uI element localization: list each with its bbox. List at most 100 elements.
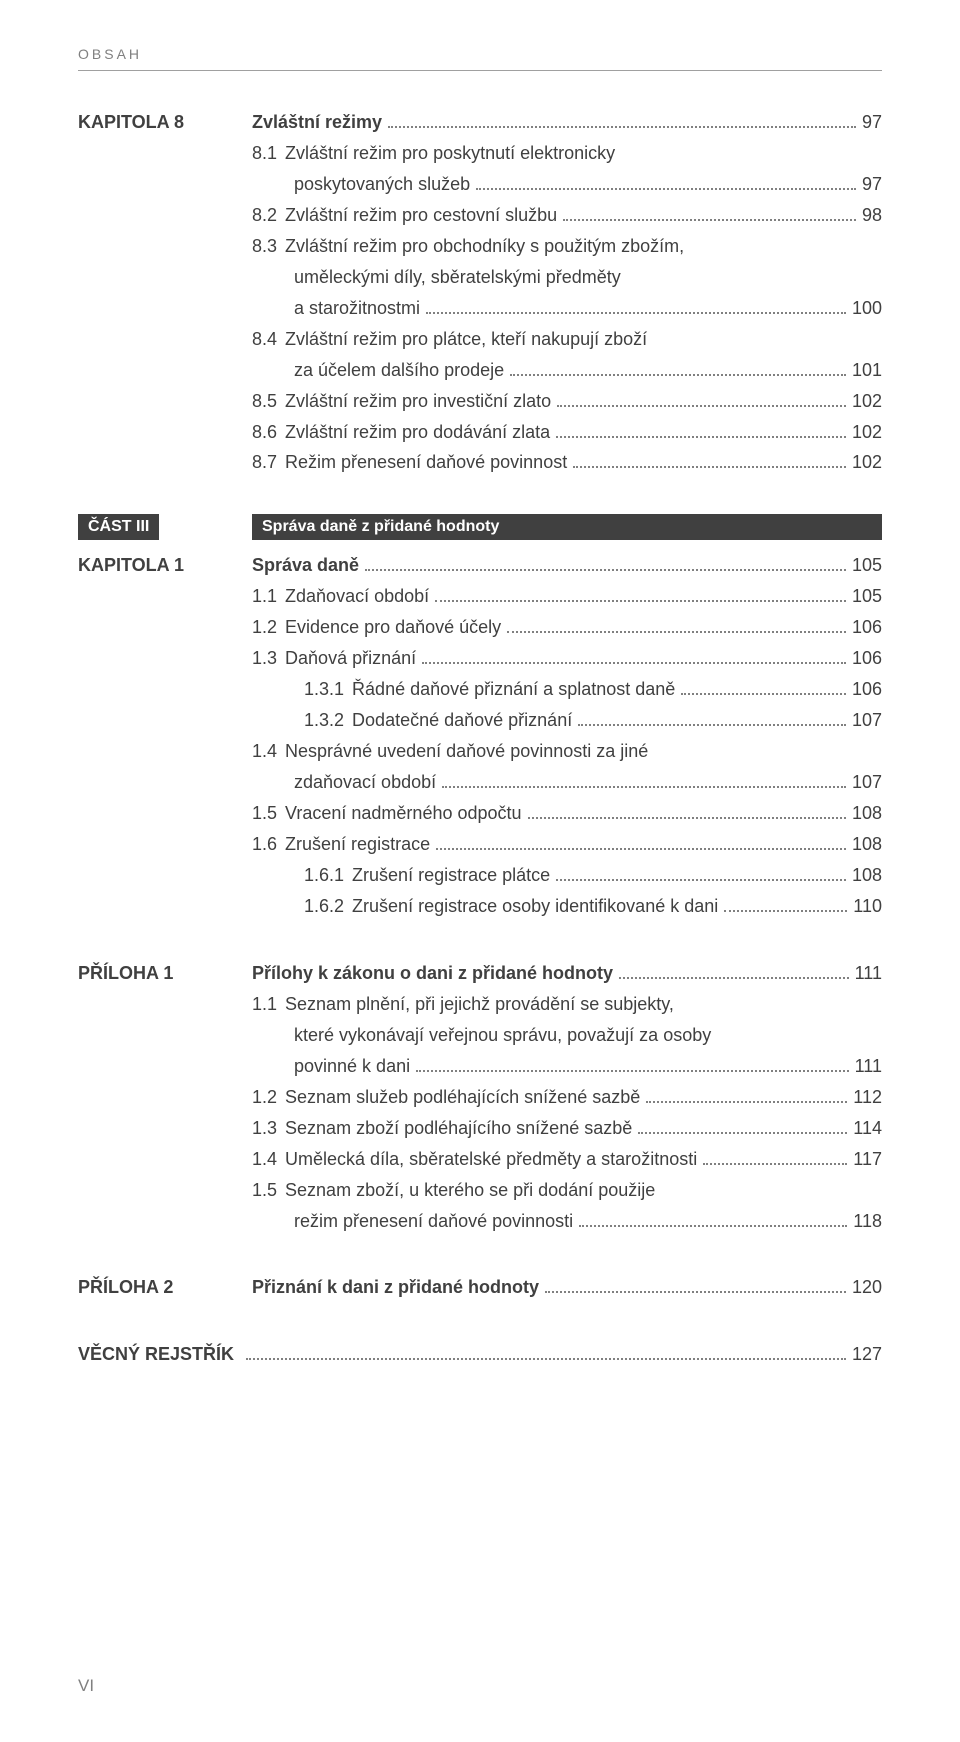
toc-text: Zrušení registrace	[285, 829, 430, 860]
toc-num: 1.5	[252, 798, 285, 829]
toc-content-col: které vykonávají veřejnou správu, považu…	[252, 1020, 882, 1051]
toc-content-col: 1.5Vracení nadměrného odpočtu108	[252, 798, 882, 829]
toc-label-col: KAPITOLA 1	[78, 550, 252, 581]
toc-entry: 1.6.2Zrušení registrace osoby identifiko…	[252, 891, 882, 922]
page-number-footer: VI	[78, 1676, 94, 1696]
leader-dots	[510, 361, 846, 375]
toc-entry: 8.2Zvláštní režim pro cestovní službu98	[252, 200, 882, 231]
toc-text: Zvláštní režim pro cestovní službu	[285, 200, 557, 231]
toc-entry: 1.2Seznam služeb podléhajících snížené s…	[252, 1082, 882, 1113]
toc-row: 1.4Umělecká díla, sběratelské předměty a…	[78, 1144, 882, 1175]
toc-row: zdaňovací období107	[78, 767, 882, 798]
toc-text: Zvláštní režim pro investiční zlato	[285, 386, 551, 417]
toc-content-col: zdaňovací období107	[252, 767, 882, 798]
toc-label-col: PŘÍLOHA 1	[78, 958, 252, 989]
toc-text: Zdaňovací období	[285, 581, 429, 612]
toc-entry: zdaňovací období107	[252, 767, 882, 798]
toc-row: 1.6Zrušení registrace 108	[78, 829, 882, 860]
toc-text: Zvláštní režim pro plátce, kteří nakupuj…	[285, 324, 647, 355]
toc-content-col: 8.5Zvláštní režim pro investiční zlato10…	[252, 386, 882, 417]
toc-entry: povinné k dani111	[252, 1051, 882, 1082]
toc-row: 8.6Zvláštní režim pro dodávání zlata102	[78, 417, 882, 448]
toc-page: 112	[853, 1082, 882, 1113]
toc-row: 1.2Evidence pro daňové účely106	[78, 612, 882, 643]
toc-num: 1.6	[252, 829, 285, 860]
toc-content-col: 1.1Zdaňovací období105	[252, 581, 882, 612]
toc-row: a starožitnostmi100	[78, 293, 882, 324]
toc-text: Zvláštní režimy	[252, 107, 382, 138]
toc-text: Zvláštní režim pro poskytnutí elektronic…	[285, 138, 615, 169]
toc-num: 8.4	[252, 324, 285, 355]
toc-page: 106	[852, 612, 882, 643]
toc-text: Zvláštní režim pro obchodníky s použitým…	[285, 231, 684, 262]
toc-page: 114	[853, 1113, 882, 1144]
toc-text: Správa daně	[252, 550, 359, 581]
toc-entry: 8.5Zvláštní režim pro investiční zlato10…	[252, 386, 882, 417]
toc-num: 1.3	[252, 1113, 285, 1144]
toc-page: 102	[852, 386, 882, 417]
toc-row: 1.1Seznam plnění, při jejichž provádění …	[78, 989, 882, 1020]
toc-row: PŘÍLOHA 2Přiznání k dani z přidané hodno…	[78, 1272, 882, 1303]
toc-content-col: za účelem dalšího prodeje101	[252, 355, 882, 386]
toc-content-col: 1.4Umělecká díla, sběratelské předměty a…	[252, 1144, 882, 1175]
toc-text: režim přenesení daňové povinnosti	[294, 1206, 573, 1237]
toc-page: 102	[852, 417, 882, 448]
toc-row: 8.5Zvláštní režim pro investiční zlato10…	[78, 386, 882, 417]
toc-page: 111	[855, 958, 882, 989]
leader-dots	[619, 964, 849, 978]
toc-content-col: 1.4Nesprávné uvedení daňové povinnosti z…	[252, 736, 882, 767]
toc-entry: 8.4Zvláštní režim pro plátce, kteří naku…	[252, 324, 882, 355]
part-label-col: ČÁST III	[78, 514, 252, 540]
toc-content-col: 8.4Zvláštní režim pro plátce, kteří naku…	[252, 324, 882, 355]
toc-text: Seznam služeb podléhajících snížené sazb…	[285, 1082, 640, 1113]
leader-dots	[365, 557, 846, 571]
toc-entry: 8.1Zvláštní režim pro poskytnutí elektro…	[252, 138, 882, 169]
toc-page: 108	[852, 829, 882, 860]
toc-page: 110	[853, 891, 882, 922]
toc-content-col: 1.1Seznam plnění, při jejichž provádění …	[252, 989, 882, 1020]
toc-entry: 1.3.2Dodatečné daňové přiznání107	[252, 705, 882, 736]
toc-entry: 1.3Daňová přiznání106	[252, 643, 882, 674]
toc-text: Zrušení registrace osoby identifikované …	[352, 891, 718, 922]
leader-dots	[557, 392, 846, 406]
toc-content-col: 8.3Zvláštní režim pro obchodníky s použi…	[252, 231, 882, 262]
toc-entry: 1.3.1Řádné daňové přiznání a splatnost d…	[252, 674, 882, 705]
toc-label-col: KAPITOLA 8	[78, 107, 252, 138]
toc-content-col: poskytovaných služeb97	[252, 169, 882, 200]
toc-row: 1.2Seznam služeb podléhajících snížené s…	[78, 1082, 882, 1113]
toc-entry: Přílohy k zákonu o dani z přidané hodnot…	[252, 958, 882, 989]
toc-content-col: povinné k dani111	[252, 1051, 882, 1082]
toc-block: KAPITOLA 8Zvláštní režimy978.1Zvláštní r…	[78, 107, 882, 478]
toc-label-col: PŘÍLOHA 2	[78, 1272, 252, 1303]
toc-entry: Zvláštní režimy97	[252, 107, 882, 138]
toc-entry: 1.4Nesprávné uvedení daňové povinnosti z…	[252, 736, 882, 767]
toc-page: 111	[855, 1051, 882, 1082]
toc-row: 1.3Daňová přiznání106	[78, 643, 882, 674]
toc-entry: poskytovaných služeb97	[252, 169, 882, 200]
toc-block: ČÁST IIISpráva daně z přidané hodnotyKAP…	[78, 514, 882, 921]
toc-block: PŘÍLOHA 2Přiznání k dani z přidané hodno…	[78, 1272, 882, 1303]
toc-text: Zvláštní režim pro dodávání zlata	[285, 417, 550, 448]
toc-page: 98	[862, 200, 882, 231]
toc-num: 1.4	[252, 1144, 285, 1175]
toc-entry: a starožitnostmi100	[252, 293, 882, 324]
leader-dots	[579, 1212, 847, 1226]
toc-page: 106	[852, 674, 882, 705]
toc-page: 102	[852, 447, 882, 478]
toc-text: a starožitnostmi	[294, 293, 420, 324]
toc-page: 101	[852, 355, 882, 386]
leader-dots	[703, 1150, 847, 1164]
leader-dots	[724, 898, 847, 912]
leader-dots	[246, 1346, 846, 1360]
toc-content-col: 1.2Evidence pro daňové účely106	[252, 612, 882, 643]
toc-content-col: režim přenesení daňové povinnosti118	[252, 1206, 882, 1237]
toc-entry: 1.3Seznam zboží podléhajícího snížené sa…	[252, 1113, 882, 1144]
leader-dots	[476, 176, 856, 190]
toc-num: 8.3	[252, 231, 285, 262]
toc-num: 1.3	[252, 643, 285, 674]
leader-dots	[638, 1119, 847, 1133]
toc-entry: 8.6Zvláštní režim pro dodávání zlata102	[252, 417, 882, 448]
toc-entry: 1.4Umělecká díla, sběratelské předměty a…	[252, 1144, 882, 1175]
toc-row: režim přenesení daňové povinnosti118	[78, 1206, 882, 1237]
toc-row: 1.3.2Dodatečné daňové přiznání107	[78, 705, 882, 736]
